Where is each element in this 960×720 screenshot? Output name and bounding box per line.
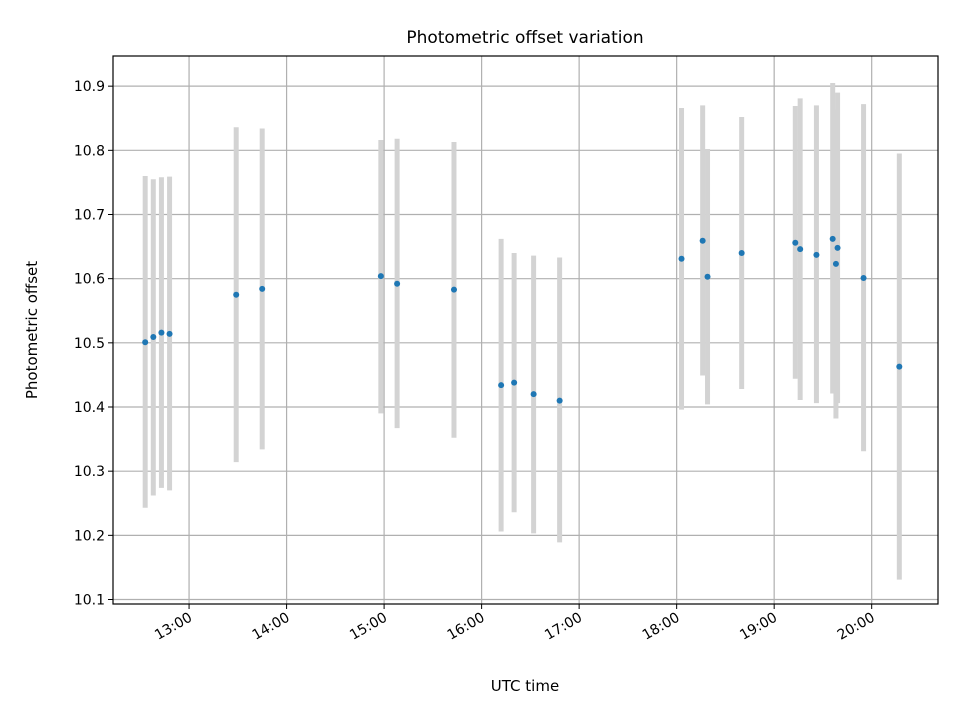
data-point <box>511 379 518 386</box>
chart-title: Photometric offset variation <box>406 28 643 48</box>
data-point <box>860 275 867 282</box>
data-point <box>166 330 173 337</box>
data-point <box>797 246 804 253</box>
y-axis-ticks: 10.1 10.2 10.3 10.4 10.5 10.6 10.7 10.8 10.9 <box>74 79 113 609</box>
data-point <box>699 237 706 244</box>
data-point <box>704 273 711 280</box>
grid <box>113 56 938 604</box>
data-point <box>832 260 839 267</box>
y-tick-label: 10.5 <box>74 336 105 352</box>
data-point <box>738 249 745 256</box>
y-tick-label: 10.3 <box>74 464 105 480</box>
data-point <box>834 244 841 251</box>
data-point <box>158 329 165 336</box>
data-point <box>829 235 836 242</box>
plot-frame <box>112 55 939 605</box>
data-point <box>792 239 799 246</box>
data-point <box>233 291 240 298</box>
data-point <box>142 339 149 346</box>
y-tick-label: 10.2 <box>74 528 105 544</box>
y-tick-label: 10.1 <box>74 593 105 609</box>
data-point <box>150 334 157 341</box>
data-point <box>678 255 685 262</box>
y-tick-label: 10.7 <box>74 207 105 223</box>
y-tick-label: 10.9 <box>74 79 105 95</box>
data-point <box>530 391 537 398</box>
data-point <box>498 382 505 389</box>
data-point <box>259 285 266 292</box>
y-tick-label: 10.6 <box>74 272 105 288</box>
data-point <box>813 251 820 258</box>
data-point <box>896 363 903 370</box>
data-point <box>377 273 384 280</box>
x-axis-label: UTC time <box>491 677 559 695</box>
data-point <box>450 286 457 293</box>
y-axis-label: Photometric offset <box>23 261 41 399</box>
data-points <box>142 235 903 404</box>
y-tick-label: 10.4 <box>74 400 105 416</box>
data-point <box>394 280 401 287</box>
y-tick-label: 10.8 <box>74 143 105 159</box>
data-point <box>556 397 563 404</box>
